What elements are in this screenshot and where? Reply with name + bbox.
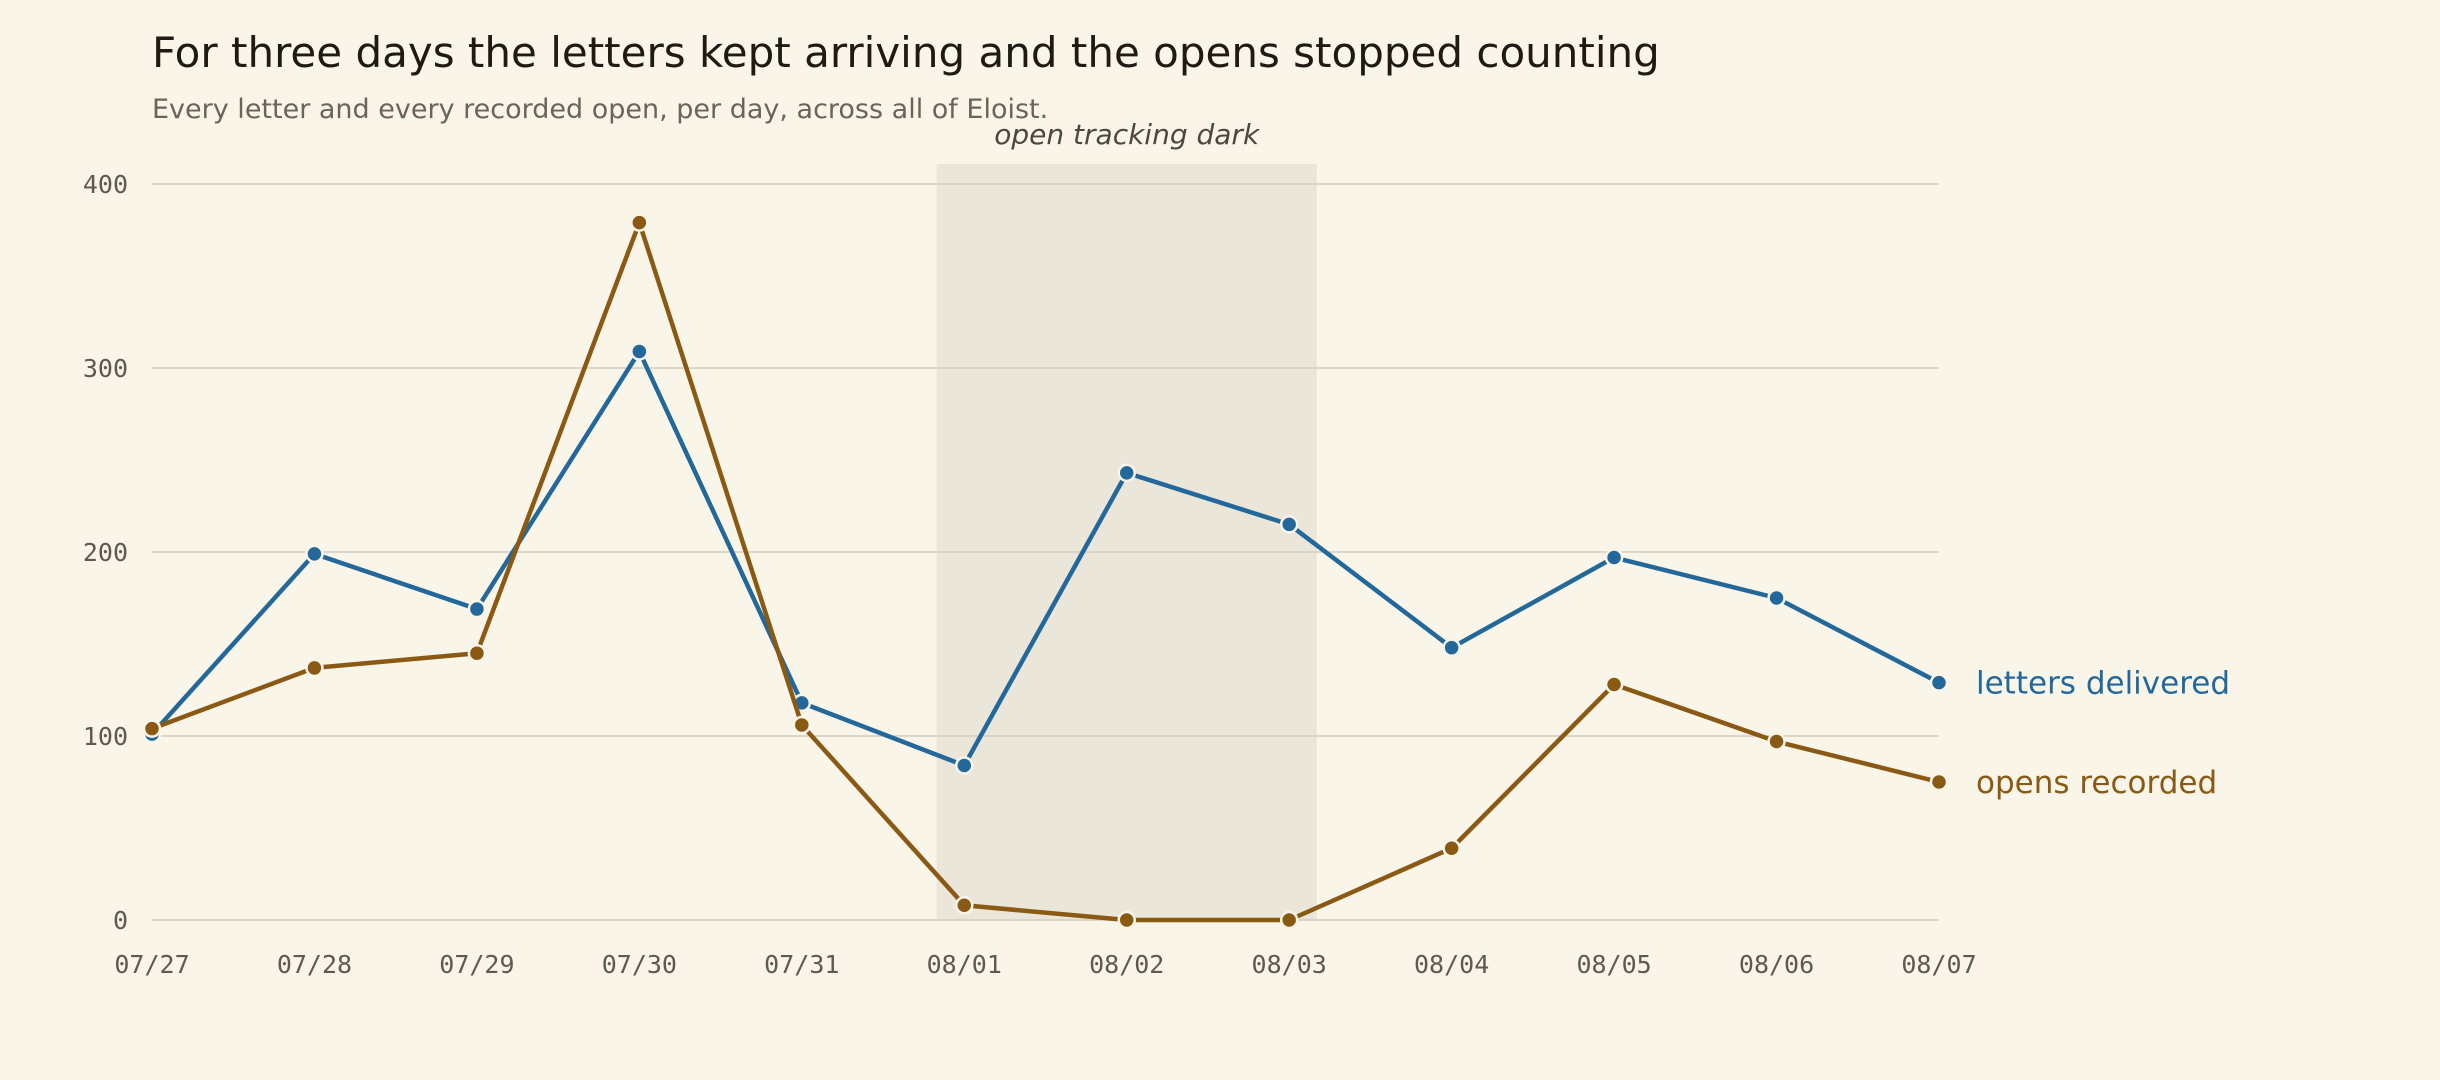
data-point-opens-recorded — [1931, 774, 1947, 790]
series-label-opens-recorded: opens recorded — [1976, 765, 2217, 801]
data-point-letters-delivered — [1769, 590, 1785, 606]
y-tick-label: 300 — [83, 354, 128, 383]
x-tick-label: 07/29 — [439, 950, 514, 979]
data-point-opens-recorded — [306, 660, 322, 676]
x-tick-label: 07/28 — [277, 950, 352, 979]
data-point-letters-delivered — [631, 343, 647, 359]
x-tick-label: 08/05 — [1576, 950, 1651, 979]
x-tick-label: 08/04 — [1414, 950, 1489, 979]
data-point-letters-delivered — [469, 601, 485, 617]
series-label-letters-delivered: letters delivered — [1976, 666, 2230, 702]
x-tick-label: 08/03 — [1252, 950, 1327, 979]
x-tick-label: 07/27 — [114, 950, 189, 979]
data-point-letters-delivered — [956, 757, 972, 773]
annotation-band — [937, 164, 1317, 920]
data-point-opens-recorded — [469, 645, 485, 661]
data-point-letters-delivered — [1281, 516, 1297, 532]
y-tick-label: 0 — [113, 906, 128, 935]
data-point-opens-recorded — [956, 897, 972, 913]
y-tick-label: 100 — [83, 722, 128, 751]
data-point-letters-delivered — [1444, 640, 1460, 656]
x-tick-label: 08/06 — [1739, 950, 1814, 979]
x-tick-label: 07/30 — [602, 950, 677, 979]
data-point-opens-recorded — [1281, 912, 1297, 928]
data-point-opens-recorded — [1119, 912, 1135, 928]
data-point-letters-delivered — [1931, 675, 1947, 691]
y-tick-label: 200 — [83, 538, 128, 567]
data-point-letters-delivered — [306, 546, 322, 562]
x-tick-label: 08/07 — [1901, 950, 1976, 979]
data-point-opens-recorded — [1444, 840, 1460, 856]
data-point-letters-delivered — [1119, 465, 1135, 481]
x-tick-label: 08/02 — [1089, 950, 1164, 979]
annotation-label: open tracking dark — [994, 118, 1261, 151]
data-point-opens-recorded — [631, 215, 647, 231]
data-point-opens-recorded — [1606, 676, 1622, 692]
x-tick-label: 07/31 — [764, 950, 839, 979]
x-tick-label: 08/01 — [927, 950, 1002, 979]
data-point-opens-recorded — [1769, 734, 1785, 750]
data-point-opens-recorded — [144, 721, 160, 737]
y-tick-label: 400 — [83, 170, 128, 199]
data-point-letters-delivered — [1606, 550, 1622, 566]
data-point-opens-recorded — [794, 717, 810, 733]
